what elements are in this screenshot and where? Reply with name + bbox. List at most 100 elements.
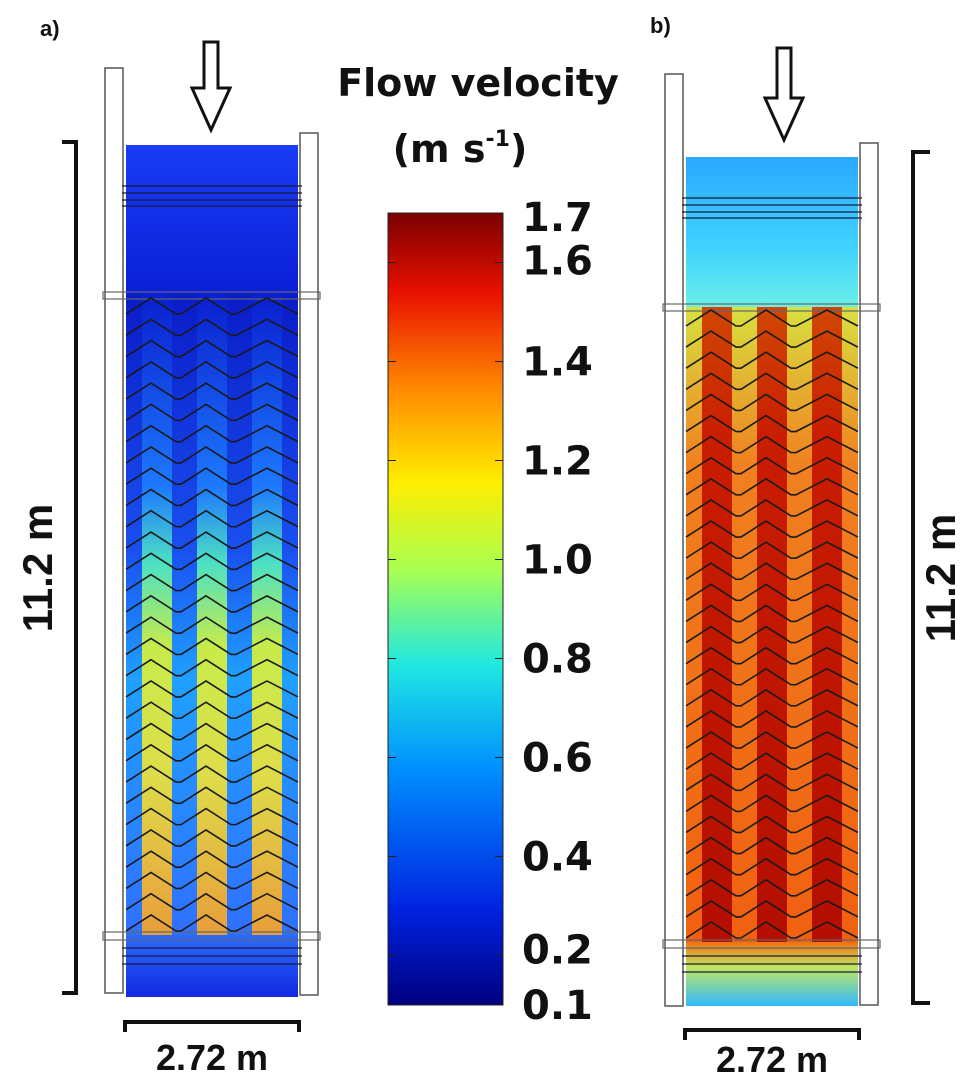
chevron-plate — [125, 871, 299, 890]
chevron-plate — [685, 309, 859, 327]
panel-b-label: b) — [650, 13, 671, 38]
upper-chamber — [126, 145, 298, 295]
chevron-plate — [125, 339, 299, 358]
chevron-plate — [685, 921, 859, 939]
left-wall — [664, 73, 684, 1007]
width-bracket — [123, 1020, 301, 1032]
chevron-plate — [685, 836, 859, 855]
chevron-plate — [125, 914, 299, 932]
chevron-plates — [685, 309, 859, 939]
bottom-chamber — [686, 942, 858, 1006]
chevron-plate — [685, 794, 859, 813]
channel-column-2 — [197, 295, 227, 935]
right-wall — [299, 132, 319, 996]
chevron-plates — [125, 297, 299, 932]
chevron-plate — [125, 509, 299, 528]
chevron-plate — [685, 351, 859, 370]
colorbar-title: Flow velocity — [337, 61, 619, 105]
right-wall — [859, 142, 879, 1006]
chevron-plate — [125, 765, 299, 783]
support-bar-top — [662, 303, 881, 312]
panel-a-label: a) — [40, 16, 60, 41]
height-label: 11.2 m — [14, 504, 61, 632]
support-bar-bottom — [662, 939, 881, 949]
support-bar-top — [102, 291, 321, 300]
colorbar-tick-label: 0.4 — [522, 835, 593, 881]
bottom-plates — [682, 955, 862, 973]
chevron-plate — [685, 667, 859, 686]
chevron-plate — [685, 857, 859, 876]
chevron-plate — [125, 892, 299, 911]
chevron-plate — [125, 318, 299, 337]
height-bracket — [62, 140, 78, 995]
chevron-plate — [685, 583, 859, 602]
height-label: 11.2 m — [917, 514, 964, 642]
chevron-plate — [685, 773, 859, 792]
chevron-plate — [125, 360, 299, 379]
bottom-chamber — [126, 935, 298, 997]
colorbar-tick-label: 1.6 — [522, 239, 593, 285]
chevron-plate — [685, 435, 859, 454]
colorbar-units: (m s-1) — [393, 127, 528, 171]
chevron-plate — [125, 658, 299, 677]
chevron-plate — [125, 807, 299, 826]
upper-chamber — [686, 157, 858, 307]
chevron-plate — [685, 752, 859, 770]
top-plates — [122, 185, 302, 207]
chevron-plate — [685, 372, 859, 391]
panel-b-simulation: 11.2 m 2.72 m — [662, 46, 964, 1078]
chevron-plate — [685, 330, 859, 348]
chevron-plate — [685, 625, 859, 644]
chevron-plate — [125, 382, 299, 400]
chevron-plate — [685, 562, 859, 581]
height-bracket — [911, 150, 930, 1005]
panel-a-simulation: 11.2 m 2.72 m — [14, 40, 321, 1078]
chevron-plate — [125, 573, 299, 592]
channel-column-3 — [812, 307, 842, 942]
colorbar-tick-label: 1.0 — [522, 538, 593, 584]
chevron-plate — [125, 297, 299, 315]
chevron-plate — [125, 786, 299, 805]
chevron-plate — [685, 477, 859, 496]
chevron-plate — [125, 680, 299, 698]
colorbar-tick-label: 0.8 — [522, 637, 593, 683]
colorbar-tick-label: 1.7 — [522, 195, 593, 241]
channel-column-2 — [757, 307, 787, 942]
support-bar-bottom — [102, 931, 321, 941]
chevron-plate — [125, 594, 299, 613]
channel-column-3 — [252, 295, 282, 935]
chevron-plate — [685, 604, 859, 623]
chevron-plate — [125, 637, 299, 656]
width-label: 2.72 m — [716, 1039, 828, 1078]
chevron-plate — [685, 899, 859, 918]
chevron-plate — [125, 403, 299, 422]
chevron-plate — [125, 488, 299, 507]
colorbar-tick-label: 1.2 — [522, 439, 593, 485]
chevron-plate — [125, 743, 299, 762]
chevron-plate — [125, 701, 299, 720]
inflow-arrow-icon — [762, 46, 806, 144]
chevron-plate — [125, 616, 299, 634]
chevron-plate — [125, 531, 299, 549]
chevron-plate — [685, 520, 859, 538]
left-wall — [104, 67, 124, 994]
chevron-plate — [125, 552, 299, 571]
colorbar-ticks: 1.71.6 1.4 1.2 1.0 0.8 0.6 0.4 0.2 0.1 — [388, 195, 593, 1029]
colorbar-tick-label: 0.1 — [522, 983, 593, 1029]
colorbar-tick-label: 0.6 — [522, 736, 593, 782]
chevron-plate — [125, 828, 299, 847]
top-plates — [682, 197, 862, 219]
colorbar-gradient — [387, 212, 504, 1006]
width-bracket — [683, 1028, 861, 1040]
chevron-plate — [685, 498, 859, 517]
chevron-plate — [125, 445, 299, 464]
chevron-plate — [685, 710, 859, 728]
chevron-plate — [685, 646, 859, 665]
chevron-plate — [685, 414, 859, 433]
colorbar: Flow velocity (m s-1) 1.71.6 1.4 1.2 1.0 0.8… — [337, 61, 619, 1029]
chevron-plate — [685, 456, 859, 475]
colorbar-tick-label: 0.2 — [522, 928, 593, 974]
bottom-plates — [122, 947, 302, 965]
chevron-plate — [125, 424, 299, 443]
